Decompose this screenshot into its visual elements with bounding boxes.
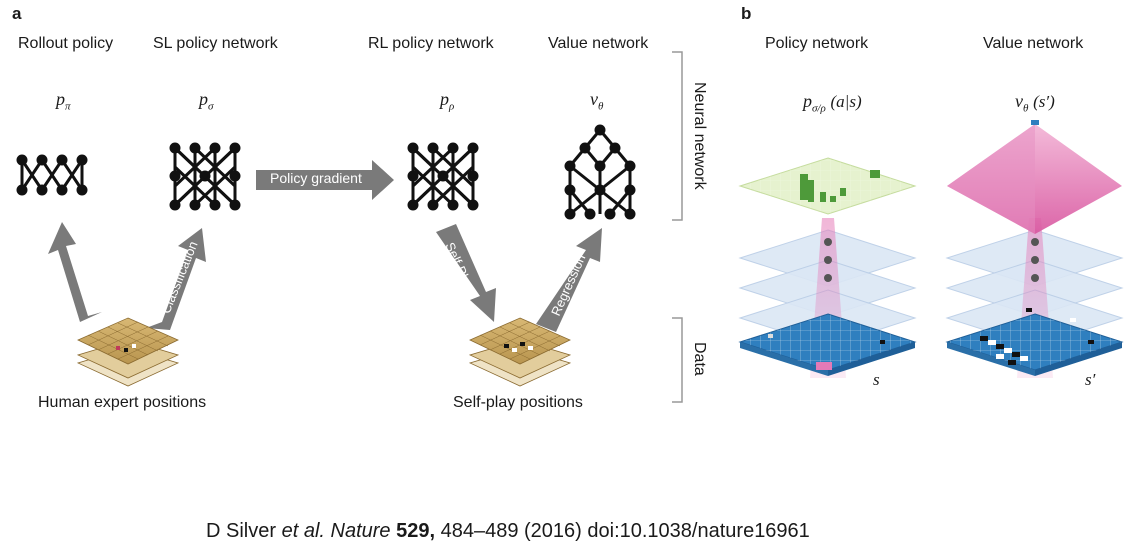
classification-arrow-left (48, 222, 102, 322)
policy-b-symbol: pσ/ρ (a|s) (803, 91, 862, 115)
side-brackets (672, 51, 683, 403)
citation: D Silver et al. Nature 529, 484–489 (201… (206, 520, 810, 542)
policy-gradient-label: Policy gradient (270, 170, 362, 186)
selfplay-positions-caption: Self-play positions (453, 394, 583, 411)
policy-network-stack (738, 157, 917, 378)
value-b-symbol: vθ (s′) (1015, 91, 1055, 115)
value-network-b-title: Value network (983, 35, 1084, 52)
neural-network-side-label: Neural network (691, 82, 708, 190)
policy-state-label: s (873, 370, 880, 389)
data-side-label: Data (691, 342, 708, 376)
value-network-graph (564, 124, 636, 220)
policy-gradient-arrow (256, 160, 394, 200)
rl-policy-title: RL policy network (368, 35, 494, 52)
value-network-title: Value network (548, 35, 649, 52)
sl-symbol: pσ (199, 89, 214, 113)
human-positions-caption: Human expert positions (38, 394, 207, 411)
classification-arrow-right (146, 228, 206, 330)
value-network-stack (945, 120, 1124, 378)
policy-network-b-title: Policy network (765, 35, 869, 52)
rl-network-graph (407, 142, 479, 211)
panel-a-letter: a (12, 4, 22, 23)
value-state-label: s′ (1085, 370, 1096, 389)
sl-policy-title: SL policy network (153, 35, 278, 52)
human-board-stack (76, 317, 180, 387)
self-play-arrow (436, 224, 496, 322)
rollout-network-graph (16, 154, 88, 196)
rollout-policy-title: Rollout policy (18, 35, 114, 52)
panel-b-diagram (738, 120, 1124, 378)
selfplay-board-stack (468, 317, 572, 387)
panel-a-diagram (16, 51, 683, 403)
rl-symbol: pρ (440, 89, 455, 113)
rollout-symbol: pπ (56, 89, 71, 113)
regression-arrow (536, 228, 602, 332)
sl-network-graph (169, 142, 241, 211)
value-symbol: vθ (590, 89, 604, 113)
panel-b-letter: b (741, 4, 752, 23)
